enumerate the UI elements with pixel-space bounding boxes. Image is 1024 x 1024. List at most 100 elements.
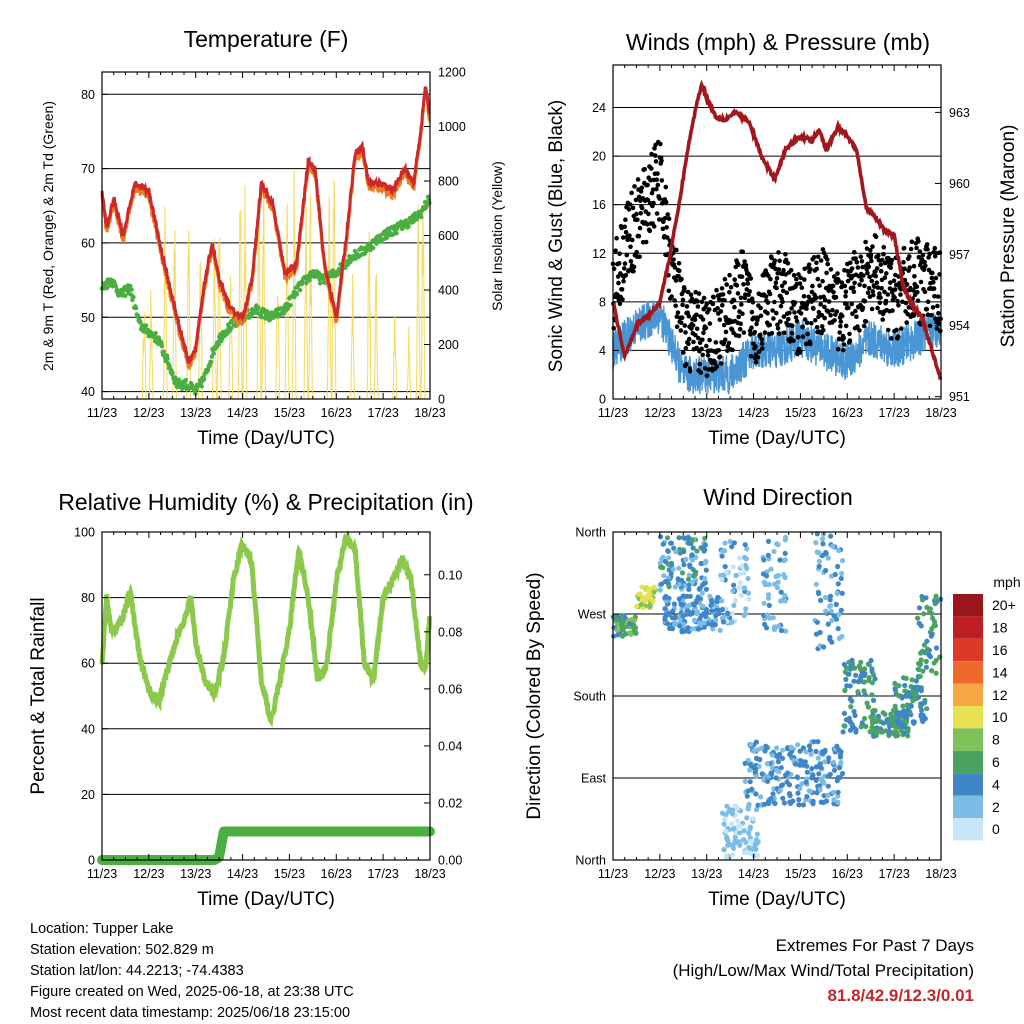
x-tick-label: 11/23 xyxy=(598,867,628,881)
direction-point xyxy=(841,710,848,717)
direction-point xyxy=(921,642,928,648)
direction-point xyxy=(679,629,685,635)
direction-point xyxy=(783,628,789,634)
direction-point xyxy=(717,627,723,634)
gust-point xyxy=(681,350,686,355)
dewpoint-point xyxy=(297,288,303,293)
gust-point xyxy=(685,289,691,295)
temp-2m-line xyxy=(100,86,431,365)
y-tick-label: North xyxy=(575,854,606,868)
gust-point xyxy=(854,314,859,320)
direction-point xyxy=(929,631,935,637)
direction-point xyxy=(680,593,687,599)
direction-point xyxy=(660,565,666,571)
legend-swatch xyxy=(953,638,983,662)
gust-point xyxy=(839,313,845,319)
direction-point xyxy=(800,745,807,751)
gust-point xyxy=(838,323,843,329)
direction-point xyxy=(647,591,653,597)
direction-point xyxy=(918,657,924,663)
gust-point xyxy=(743,292,748,298)
direction-point xyxy=(722,564,728,570)
gust-point xyxy=(927,323,933,329)
gust-point xyxy=(850,285,856,290)
gust-point xyxy=(785,260,791,266)
gust-point xyxy=(692,317,698,323)
direction-point xyxy=(730,826,736,832)
direction-point xyxy=(918,623,924,629)
gust-point xyxy=(841,342,847,347)
direction-point xyxy=(676,565,682,572)
gust-point xyxy=(862,299,868,304)
direction-point xyxy=(747,779,753,785)
gust-point xyxy=(797,281,803,286)
direction-point xyxy=(754,831,760,837)
direction-point xyxy=(820,541,826,547)
direction-point xyxy=(841,661,848,668)
direction-point xyxy=(620,627,626,633)
gust-point xyxy=(675,310,681,315)
direction-point xyxy=(781,800,788,806)
gust-point xyxy=(738,295,744,301)
direction-point xyxy=(843,676,849,683)
gust-point xyxy=(927,251,932,257)
gust-point xyxy=(848,260,853,266)
direction-point xyxy=(835,581,841,587)
gust-point xyxy=(881,251,886,257)
direction-point xyxy=(869,692,875,698)
gust-point xyxy=(746,298,752,304)
direction-point xyxy=(916,661,922,667)
x-tick-label: 13/23 xyxy=(691,867,722,881)
direction-point xyxy=(829,639,835,645)
legend-swatch xyxy=(953,661,983,684)
dewpoint-point xyxy=(165,356,170,361)
gust-point xyxy=(789,306,794,311)
x-tick-label: 16/23 xyxy=(832,406,863,420)
direction-point xyxy=(719,606,726,613)
direction-point xyxy=(829,617,835,624)
direction-point xyxy=(830,789,837,795)
gust-point xyxy=(798,311,804,316)
gust-point xyxy=(736,262,741,268)
direction-point xyxy=(730,588,736,594)
gust-point xyxy=(613,248,618,253)
gust-point xyxy=(630,205,636,211)
direction-point xyxy=(630,624,637,631)
direction-point xyxy=(757,757,763,763)
gust-point xyxy=(674,247,679,253)
gust-point xyxy=(776,250,781,255)
y2-tick-label: 1200 xyxy=(438,66,466,80)
gust-point xyxy=(740,311,745,317)
direction-point xyxy=(726,808,732,815)
direction-point xyxy=(918,701,924,707)
direction-point xyxy=(706,617,712,623)
gust-point xyxy=(684,304,690,309)
gust-point xyxy=(915,289,920,295)
direction-point xyxy=(820,799,827,806)
gust-point xyxy=(698,370,704,375)
gust-point xyxy=(936,321,942,326)
y2-tick-label: 0.08 xyxy=(438,625,462,639)
gust-point xyxy=(867,274,872,280)
direction-point xyxy=(765,552,771,559)
x-tick-label: 15/23 xyxy=(785,867,816,881)
direction-point xyxy=(825,621,831,627)
gust-point xyxy=(663,184,669,190)
y2-tick-label: 963 xyxy=(949,106,970,120)
gust-point xyxy=(664,225,669,230)
gust-point xyxy=(620,297,625,302)
gust-point xyxy=(866,264,872,270)
direction-point xyxy=(746,844,752,851)
y-tick-label: 80 xyxy=(81,591,95,605)
gust-point xyxy=(783,252,788,257)
gust-point xyxy=(877,291,882,296)
dewpoint-point xyxy=(294,292,300,297)
gust-point xyxy=(623,217,628,222)
gust-point xyxy=(719,286,725,291)
gust-point xyxy=(857,282,862,288)
gust-point xyxy=(638,189,644,194)
gust-point xyxy=(881,244,887,250)
x-axis-label: Time (Day/UTC) xyxy=(708,428,846,449)
gust-point xyxy=(924,306,930,312)
direction-point xyxy=(789,748,795,755)
